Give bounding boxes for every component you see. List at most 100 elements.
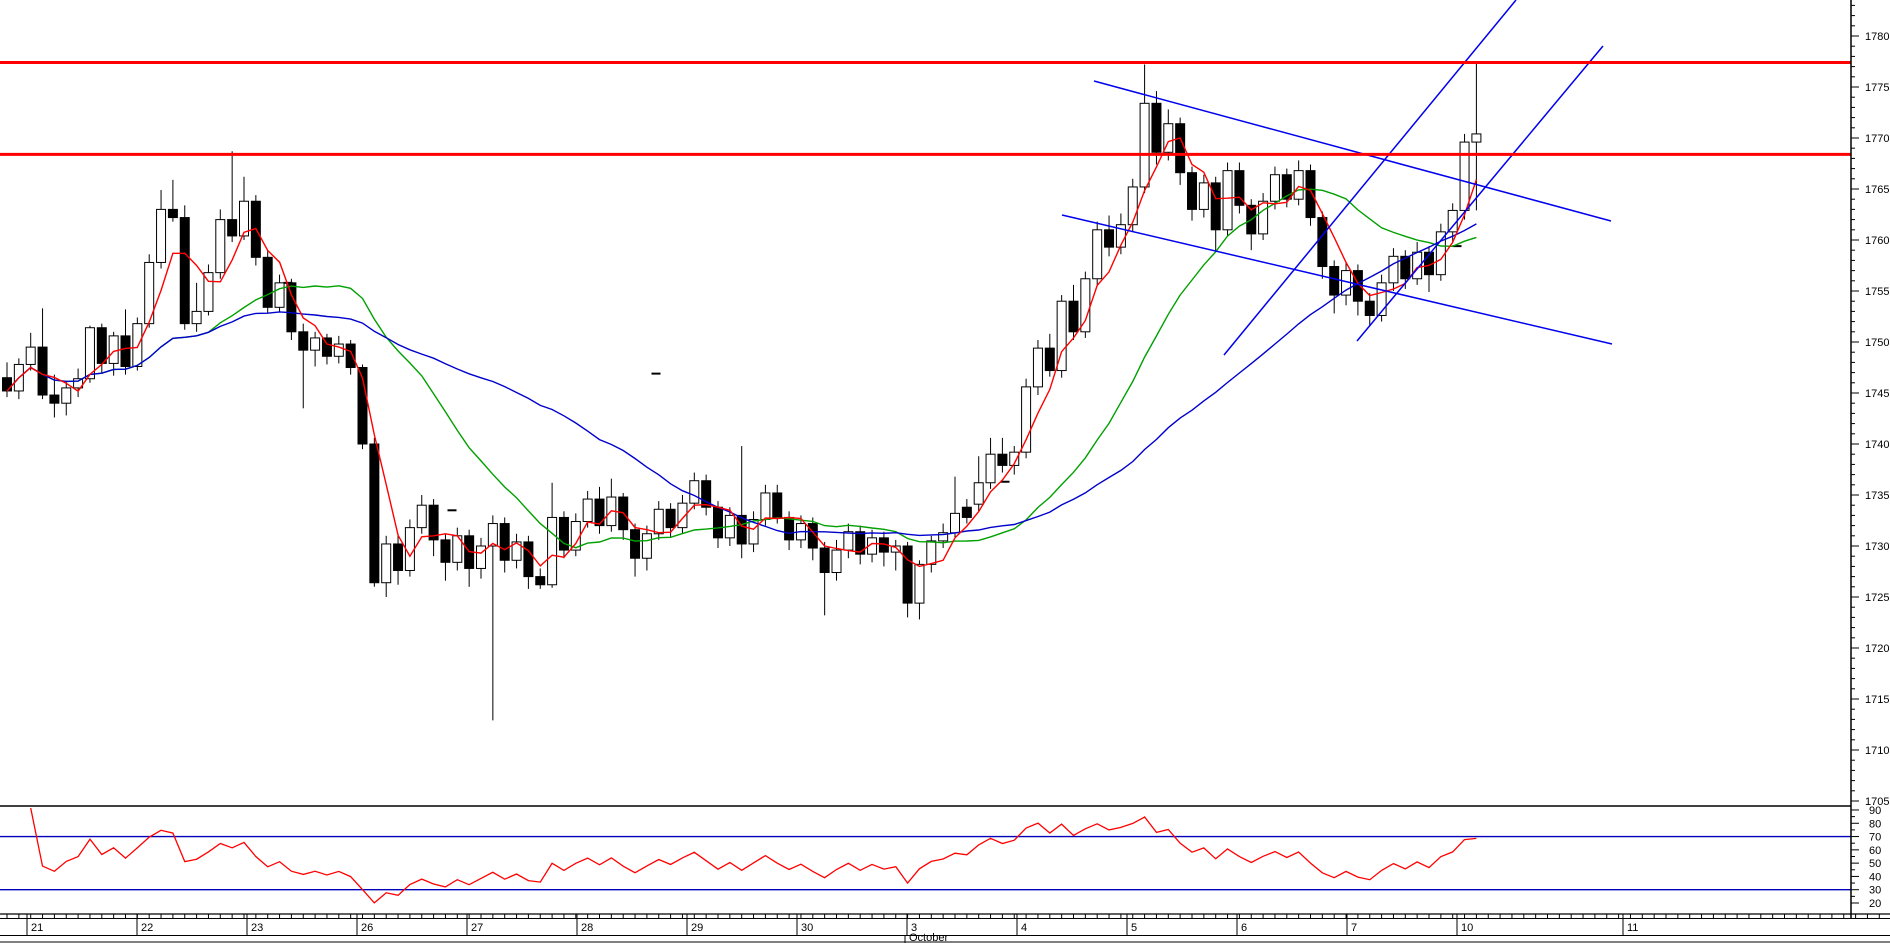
candle-body-down — [96, 327, 107, 364]
candle-body-up — [1163, 123, 1174, 153]
moving-averages-layer — [6, 137, 1478, 568]
day-label: 6 — [1241, 922, 1247, 934]
price-tick-label: 1780 — [1865, 31, 1889, 43]
candle-body-up — [132, 323, 143, 367]
ma-medium-line — [6, 188, 1477, 549]
candle-body-up — [973, 482, 984, 505]
price-tick-label: 1755 — [1865, 286, 1889, 298]
flat-bar-dash — [283, 281, 293, 284]
candle-body-up — [1139, 102, 1150, 188]
candle-body-up — [476, 545, 486, 569]
price-tick-label: 1725 — [1865, 592, 1889, 604]
rsi-line — [30, 807, 1477, 904]
price-tick-label: 1740 — [1865, 439, 1889, 451]
candle-body-down — [1068, 300, 1079, 333]
candle-body-up — [108, 335, 119, 364]
price-tick-label: 1765 — [1865, 184, 1889, 196]
price-tick-label: 1715 — [1865, 694, 1889, 706]
flat-bar-dash-layer — [283, 245, 1462, 512]
rsi-tick-label: 50 — [1869, 858, 1881, 870]
price-tick-label: 1770 — [1865, 133, 1889, 145]
trendline-falling-lower — [1061, 214, 1613, 345]
candle-body-up — [1258, 200, 1269, 235]
candle-body-down — [772, 492, 783, 518]
candle-body-up — [333, 343, 344, 357]
candle-body-up — [1376, 282, 1387, 316]
candle-body-up — [926, 540, 937, 565]
candle-body-up — [653, 508, 664, 535]
candle-body-up — [84, 327, 95, 380]
candle-body-up — [203, 272, 214, 312]
candle-body-down — [298, 331, 309, 351]
candle-body-up — [1009, 451, 1020, 466]
candle-body-down — [523, 541, 534, 578]
candle-body-up — [760, 492, 771, 520]
candle-body-down — [594, 498, 605, 527]
day-label: 30 — [801, 922, 813, 934]
candle-body-down — [1104, 229, 1115, 248]
flat-bar-dash — [1000, 480, 1010, 483]
candle-body-down — [807, 523, 818, 549]
day-label: 29 — [691, 922, 703, 934]
day-label: 27 — [471, 922, 483, 934]
day-label: 7 — [1351, 922, 1357, 934]
flat-bar-dash — [651, 372, 661, 375]
candle-body-up — [25, 346, 36, 365]
candle-body-down — [736, 514, 747, 545]
price-tick-label: 1710 — [1865, 745, 1889, 757]
candle-body-down — [120, 335, 131, 367]
candle-body-down — [1281, 174, 1292, 200]
candle-body-down — [499, 523, 510, 561]
candle-body-up — [843, 531, 854, 551]
candle-body-down — [961, 506, 972, 518]
price-tick-label: 1760 — [1865, 235, 1889, 247]
candle-body-down — [1364, 300, 1375, 316]
candle-body-up — [487, 523, 498, 547]
trendlines-layer — [1061, 0, 1613, 356]
day-label: 23 — [251, 922, 263, 934]
candle-body-down — [49, 394, 60, 404]
candle-body-down — [1175, 123, 1186, 174]
price-tick-label: 1720 — [1865, 643, 1889, 655]
candle-body-up — [914, 563, 925, 604]
day-label: 10 — [1461, 922, 1473, 934]
day-label: 3 — [911, 922, 917, 934]
day-label: 11 — [1627, 922, 1638, 934]
candle-body-down — [1317, 217, 1328, 268]
candle-body-up — [156, 208, 167, 263]
candle-body-up — [547, 516, 558, 586]
candle-body-up — [61, 387, 72, 404]
price-tick-label: 1750 — [1865, 337, 1889, 349]
ma-slow-line — [6, 223, 1477, 537]
candle-body-down — [369, 443, 380, 584]
candle-body-up — [1056, 300, 1067, 372]
candle-body-down — [535, 576, 546, 586]
candle-body-down — [665, 508, 676, 529]
candle-body-down — [262, 256, 273, 308]
candle-body-down — [902, 545, 913, 604]
rsi-tick-label: 30 — [1869, 885, 1881, 897]
candle-body-up — [1459, 141, 1470, 211]
resistance-layer — [0, 61, 1851, 156]
trendline-rising-right — [1356, 45, 1604, 342]
candle-body-down — [1187, 172, 1197, 210]
day-label: 21 — [31, 922, 43, 934]
candle-body-down — [179, 217, 190, 325]
candle-body-up — [1388, 255, 1399, 284]
price-tick-label: 1735 — [1865, 490, 1889, 502]
candle-body-down — [855, 531, 866, 555]
candle-body-up — [239, 200, 249, 237]
rsi-tick-label: 90 — [1869, 805, 1881, 817]
candle-body-up — [1127, 186, 1138, 226]
candle-body-down — [167, 208, 178, 219]
price-tick-label: 1745 — [1865, 388, 1889, 400]
trendline-rising-left — [1223, 0, 1517, 356]
price-tick-label: 1705 — [1865, 796, 1889, 808]
candle-body-up — [582, 498, 593, 523]
day-label: 22 — [141, 922, 153, 934]
rsi-tick-label: 20 — [1869, 898, 1881, 910]
candle-body-up — [1222, 170, 1233, 231]
candle-body-up — [1032, 347, 1043, 388]
